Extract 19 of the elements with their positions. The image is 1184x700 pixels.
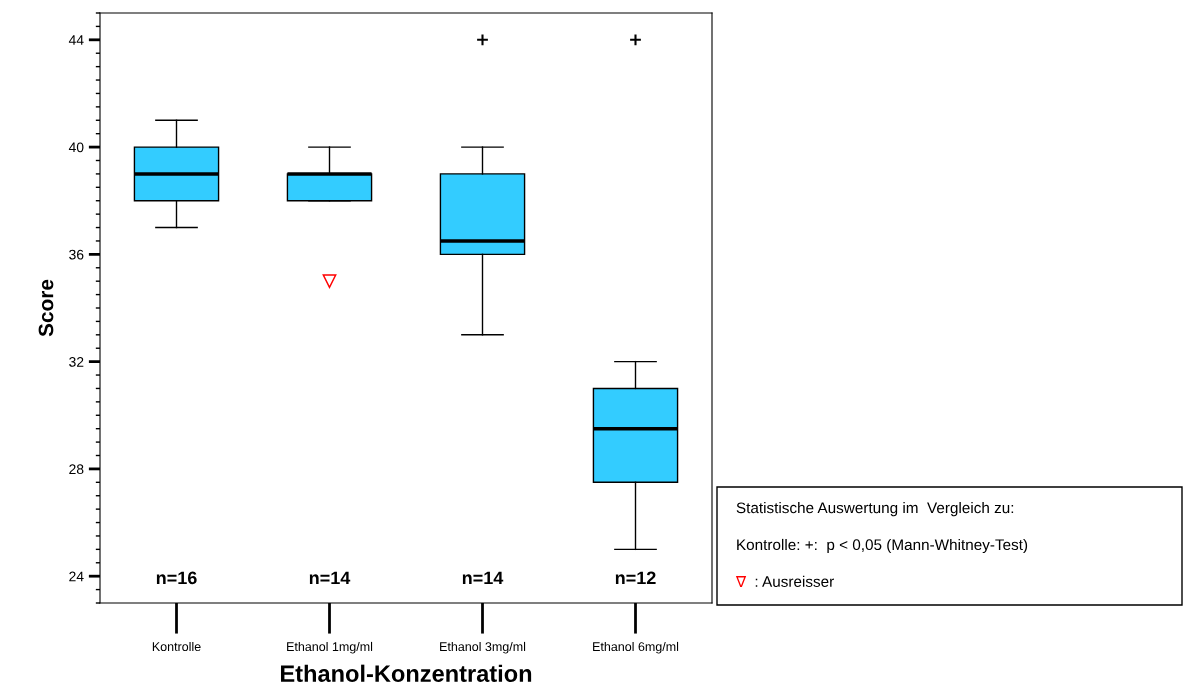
text: ∇ : Ausreisser [735,575,834,588]
annotation: n=12 [615,571,656,585]
x-tick-label: Ethanol 1mg/ml [287,641,373,654]
y-tick-label: 36 [69,249,84,260]
y-tick-label: 40 [68,142,84,153]
y-tick-label: 44 [68,35,84,45]
x-axis-title: Ethanol-Konzentration [281,664,532,682]
y-tick-label: 24 [69,571,84,582]
y-tick-label: 32 [69,356,84,367]
y-axis-title: Score [38,279,54,337]
x-tick-label: Ethanol 3mg/ml [440,641,526,654]
y-tick-label: 28 [69,464,84,475]
annotation: n=14 [309,571,351,585]
x-tick-label: Kontrolle [152,641,201,652]
text: Statistische Auswertung im Vergleich zu: [736,502,1014,517]
x-tick-label: Ethanol 6mg/ml [593,641,679,654]
text: Kontrolle: +: p < 0,05 (Mann-Whitney-Test) [737,538,1028,554]
annotation: n=16 [156,571,197,585]
annotation: n=14 [462,571,504,585]
